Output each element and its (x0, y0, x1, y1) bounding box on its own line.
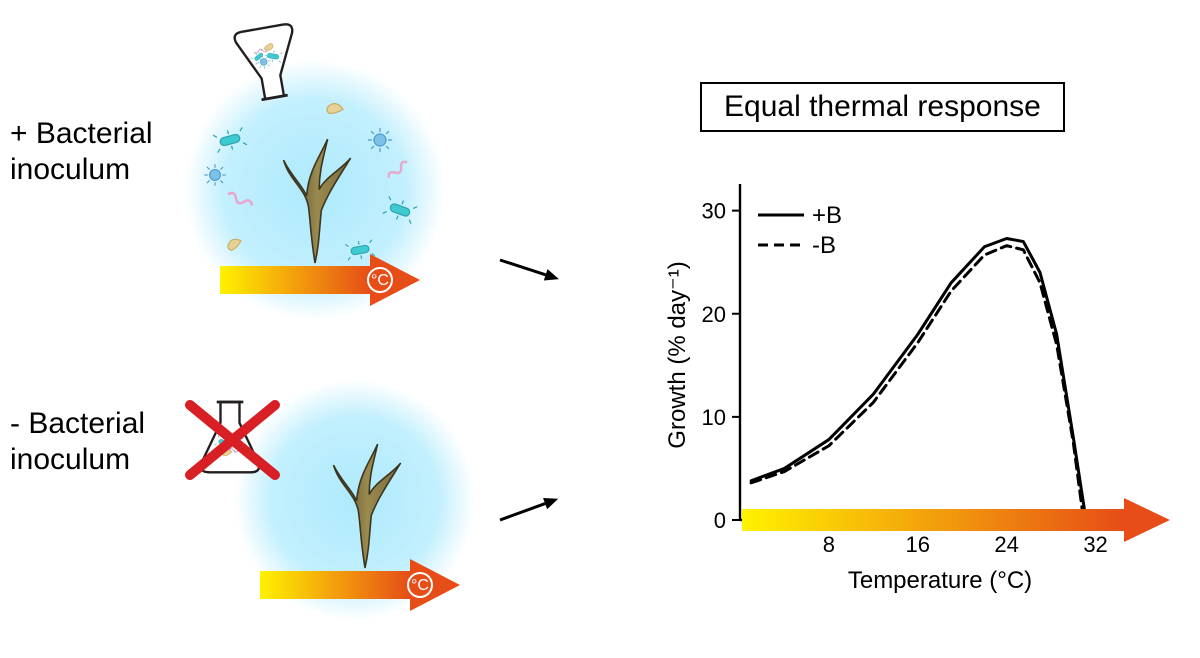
series-plusB (751, 238, 1084, 509)
connector-arrow-bottom (498, 493, 560, 525)
temp-unit-label: °C (411, 577, 429, 594)
panel-negative: °C (190, 380, 475, 620)
legend-label: +B (812, 202, 842, 229)
x-axis-label: Temperature (°C) (848, 567, 1032, 594)
panel-positive: °C (185, 23, 445, 320)
x-tick-label: 24 (994, 532, 1018, 557)
y-tick-label: 20 (702, 302, 726, 327)
y-axis-label: Growth (% day⁻¹) (664, 261, 691, 448)
y-tick-label: 10 (702, 405, 726, 430)
y-tick-label: 0 (714, 508, 726, 533)
x-tick-label: 8 (823, 532, 835, 557)
figure-stage: + Bacterial inoculum - Bacterial inoculu… (0, 0, 1200, 658)
x-tick-label: 16 (906, 532, 930, 557)
connector-arrow-top (498, 254, 561, 285)
x-tick-label: 32 (1083, 532, 1107, 557)
figure-svg: °C (0, 0, 1200, 658)
series-minusB (751, 246, 1082, 510)
y-tick-label: 30 (702, 199, 726, 224)
legend-label: -B (812, 232, 836, 259)
chart-legend: +B -B (758, 202, 842, 259)
temp-unit-label: °C (371, 272, 389, 289)
thermal-response-chart: 0 10 20 30 8 16 24 32 Growth (% day⁻¹) Temperatur… (664, 184, 1170, 594)
